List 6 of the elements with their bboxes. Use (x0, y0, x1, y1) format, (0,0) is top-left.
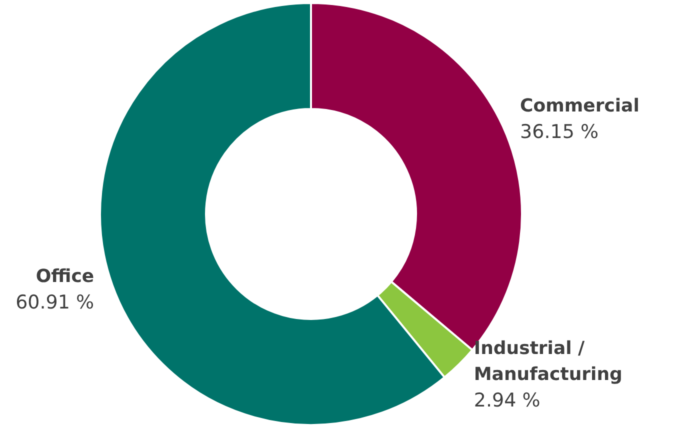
slice-label: Office (36, 266, 94, 288)
data-label: 36.15 % (520, 121, 599, 144)
slice-label: Industrial / Manufacturing (474, 338, 622, 385)
slice-label: Commercial (520, 96, 640, 117)
data-label: 60.91 % (16, 292, 94, 314)
data-label: 2.94 % (474, 389, 540, 412)
